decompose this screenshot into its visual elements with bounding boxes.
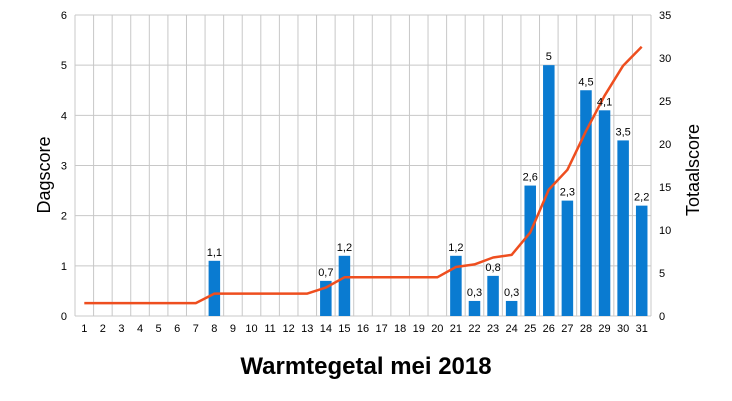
right-tick-label: 20 <box>659 139 671 151</box>
right-tick-label: 30 <box>659 53 671 65</box>
left-tick-label: 0 <box>61 311 67 323</box>
bar <box>338 255 351 316</box>
x-tick-label: 30 <box>617 323 629 335</box>
data-label: 0,3 <box>467 287 482 299</box>
x-tick-label: 8 <box>211 323 217 335</box>
x-tick-label: 4 <box>137 323 143 335</box>
bar <box>505 300 518 316</box>
data-label: 0,3 <box>504 287 519 299</box>
data-label: 2,3 <box>560 187 575 199</box>
data-labels: 1,1 0,7 1,2 1,2 0,3 0,8 0,3 2,6 5 2,3 4,5 4,1 3,5 2,2 <box>207 51 650 299</box>
x-tick-label: 14 <box>320 323 332 335</box>
x-tick-label: 1 <box>81 323 87 335</box>
data-label: 2,2 <box>634 192 649 204</box>
x-tick-label: 18 <box>394 323 406 335</box>
right-tick-label: 0 <box>659 311 665 323</box>
bar <box>580 90 592 316</box>
x-tick-label: 20 <box>431 323 443 335</box>
data-label: 5 <box>546 51 552 63</box>
data-label: 3,5 <box>615 126 630 138</box>
left-tick-label: 6 <box>61 10 67 22</box>
x-tick-label: 11 <box>264 323 275 335</box>
bar <box>598 110 611 316</box>
x-tick-label: 9 <box>230 323 236 335</box>
data-label: 1,2 <box>448 242 463 254</box>
data-label: 4,5 <box>578 76 593 88</box>
x-tick-label: 29 <box>598 323 610 335</box>
x-tick-label: 13 <box>301 323 313 335</box>
right-tick-label: 35 <box>659 10 671 22</box>
x-tick-label: 16 <box>357 323 369 335</box>
left-tick-label: 3 <box>61 161 67 173</box>
bar <box>635 205 648 316</box>
right-tick-label: 5 <box>659 268 665 280</box>
bar <box>561 200 574 316</box>
x-tick-label: 2 <box>100 323 106 335</box>
x-tick-label: 15 <box>338 323 350 335</box>
x-tick-label: 5 <box>156 323 162 335</box>
left-axis-title: Dagscore <box>34 136 54 213</box>
bar <box>617 140 629 316</box>
x-tick-label: 31 <box>636 323 648 335</box>
chart-title: Warmtegetal mei 2018 <box>240 353 491 380</box>
x-tick-label: 27 <box>561 323 573 335</box>
x-tick-label: 25 <box>524 323 536 335</box>
bar <box>450 255 462 316</box>
left-tick-label: 4 <box>61 110 67 122</box>
left-tick-label: 1 <box>61 261 67 273</box>
bar <box>524 185 536 316</box>
bar <box>487 275 499 316</box>
left-tick-label: 5 <box>61 60 67 72</box>
x-tick-label: 23 <box>487 323 499 335</box>
right-tick-label: 15 <box>659 182 671 194</box>
x-tick-label: 6 <box>174 323 180 335</box>
right-tick-label: 25 <box>659 96 671 108</box>
x-tick-label: 17 <box>375 323 387 335</box>
x-tick-label: 10 <box>245 323 257 335</box>
x-tick-label: 26 <box>543 323 555 335</box>
x-tick-label: 28 <box>580 323 592 335</box>
bar <box>320 280 332 316</box>
data-label: 1,1 <box>207 247 222 259</box>
bar <box>208 260 221 316</box>
data-label: 0,8 <box>485 262 500 274</box>
cumulative-line <box>84 45 643 305</box>
x-tick-label: 24 <box>506 323 518 335</box>
x-tick-label: 19 <box>413 323 425 335</box>
x-tick-label: 7 <box>193 323 199 335</box>
data-label: 4,1 <box>597 96 612 108</box>
data-label: 2,6 <box>523 172 538 184</box>
data-label: 1,2 <box>337 242 352 254</box>
x-tick-label: 3 <box>118 323 124 335</box>
right-axis-title: Totaalscore <box>683 124 703 216</box>
grid <box>74 14 652 317</box>
right-tick-label: 10 <box>659 225 671 237</box>
x-tick-label: 12 <box>283 323 295 335</box>
x-tick-label: 21 <box>450 323 462 335</box>
x-tick-label: 22 <box>468 323 480 335</box>
line-series <box>84 45 643 305</box>
left-tick-label: 2 <box>61 211 67 223</box>
bar <box>468 300 481 316</box>
data-label: 0,7 <box>318 267 333 279</box>
